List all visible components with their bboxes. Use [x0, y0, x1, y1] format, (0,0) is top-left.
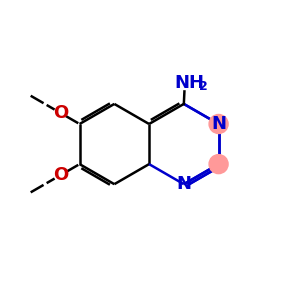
Circle shape: [209, 154, 228, 174]
Text: O: O: [53, 166, 68, 184]
Text: O: O: [53, 104, 68, 122]
Circle shape: [209, 115, 228, 134]
Text: NH: NH: [175, 74, 205, 92]
Text: N: N: [176, 175, 191, 193]
Text: 2: 2: [199, 80, 208, 94]
Text: N: N: [211, 115, 226, 133]
